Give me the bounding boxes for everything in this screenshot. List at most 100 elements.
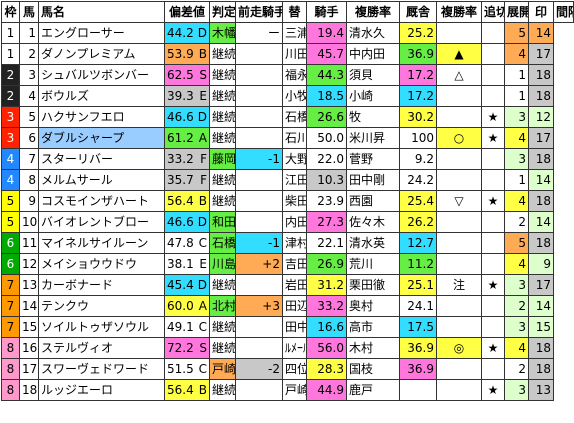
horse-number: 7: [19, 148, 39, 170]
prev-jockey: 藤岡佑: [209, 148, 236, 170]
horse-name: メルムサール: [38, 169, 165, 191]
waku-cell: 5: [1, 211, 20, 233]
stable-rate: 25.4: [399, 190, 437, 212]
score-cell-right: D: [197, 110, 207, 124]
interval-value: 18: [528, 190, 554, 212]
stable-rate: 25.1: [399, 274, 437, 296]
jockey-rate: 18.5: [306, 85, 347, 107]
interval-value: 14: [528, 22, 554, 44]
interval-value: 18: [528, 337, 554, 359]
jockey-rate: 50.0: [306, 127, 347, 149]
horse-number: 10: [19, 211, 39, 233]
jockey-rate: 22.1: [306, 232, 347, 254]
horse-number: 17: [19, 358, 39, 380]
oikiri-mark: [436, 85, 482, 107]
jockey-name: 田中勝: [282, 316, 307, 338]
stable-name: 荒川: [346, 253, 400, 275]
mark-value: 1: [504, 85, 529, 107]
waku-cell: 6: [1, 232, 20, 254]
jockey-change: [235, 169, 283, 191]
waku-cell: 2: [1, 64, 20, 86]
mark-value: 4: [504, 337, 529, 359]
score-cell-right: S: [199, 341, 207, 355]
prev-jockey: 継続: [209, 379, 236, 401]
score-cell: 46.6 D: [164, 211, 210, 233]
header-jockey: 騎手: [306, 1, 347, 23]
jockey-name: 吉田隼: [282, 253, 307, 275]
header-waku: 枠: [1, 1, 20, 23]
oikiri-mark: [436, 379, 482, 401]
interval-value: 18: [528, 358, 554, 380]
prev-jockey: 継続: [209, 127, 236, 149]
horse-number: 3: [19, 64, 39, 86]
score-cell-left: 35.7: [167, 173, 194, 187]
jockey-name: 岩田康: [282, 274, 307, 296]
horse-number: 8: [19, 169, 39, 191]
stable-rate: 24.2: [399, 169, 437, 191]
jockey-rate: 22.0: [306, 148, 347, 170]
score-cell: 39.3 E: [164, 85, 210, 107]
prev-jockey: 継続: [209, 274, 236, 296]
stable-rate: 17.5: [399, 316, 437, 338]
jockey-rate: 33.2: [306, 295, 347, 317]
score-cell-left: 49.1: [167, 320, 194, 334]
stable-name: 栗田徹: [346, 274, 400, 296]
prev-jockey: 戸崎: [209, 358, 236, 380]
stable-name: 小崎: [346, 85, 400, 107]
stable-name: 奥村: [346, 295, 400, 317]
tenkai-mark: [481, 232, 505, 254]
score-cell-left: 51.5: [167, 362, 194, 376]
jockey-name: 津村: [282, 232, 307, 254]
score-cell-left: 62.5: [167, 68, 194, 82]
tenkai-mark: [481, 358, 505, 380]
stable-rate: [399, 379, 437, 401]
jockey-change: [235, 337, 283, 359]
jockey-change: [235, 211, 283, 233]
jockey-change: -1: [235, 232, 283, 254]
waku-cell: 1: [1, 43, 20, 65]
horse-name: ボウルズ: [38, 85, 165, 107]
horse-name: ルッジエーロ: [38, 379, 165, 401]
horse-name: スターリバー: [38, 148, 165, 170]
waku-cell: 5: [1, 190, 20, 212]
prev-jockey: 継続: [209, 337, 236, 359]
prev-jockey: 継続: [209, 85, 236, 107]
mark-value: 2: [504, 211, 529, 233]
tenkai-mark: [481, 211, 505, 233]
stable-name: 清水英: [346, 232, 400, 254]
mark-value: 2: [504, 295, 529, 317]
stable-name: 牧: [346, 106, 400, 128]
score-cell-right: S: [199, 68, 207, 82]
tenkai-mark: [481, 295, 505, 317]
score-cell-right: C: [198, 320, 207, 334]
score-cell: 56.4 B: [164, 190, 210, 212]
score-cell: 61.2 A: [164, 127, 210, 149]
stable-name: 中内田: [346, 43, 400, 65]
oikiri-mark: [436, 358, 482, 380]
header-oikiri: 追切: [481, 1, 505, 23]
score-cell-right: F: [200, 152, 207, 166]
score-cell-left: 33.2: [167, 152, 194, 166]
jockey-change: [235, 127, 283, 149]
oikiri-mark: [436, 316, 482, 338]
prev-jockey: 継続: [209, 190, 236, 212]
horse-number: 14: [19, 295, 39, 317]
